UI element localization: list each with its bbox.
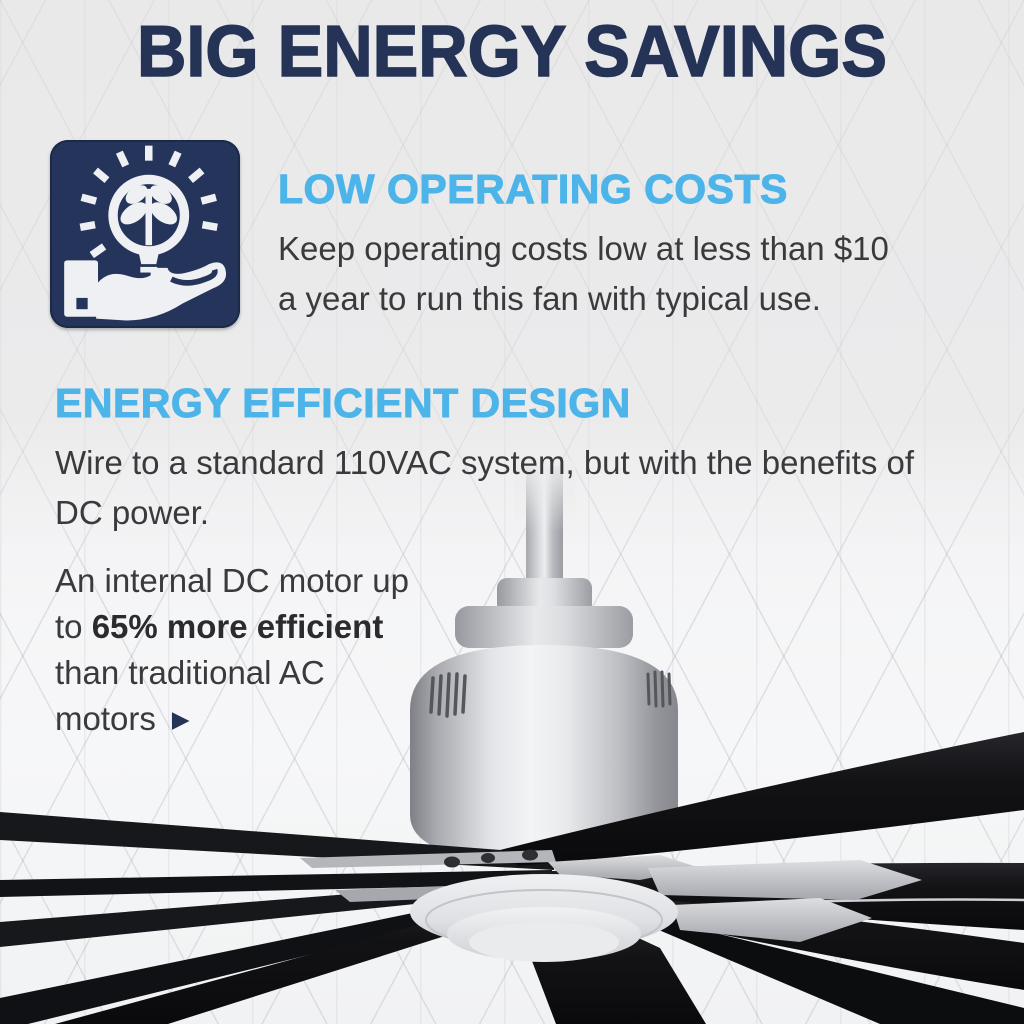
dc-motor-note: An internal DC motor up to 65% more effi… [55, 558, 409, 742]
note-text: motors [55, 700, 156, 737]
section-body: Keep operating costs low at less than $1… [278, 224, 889, 324]
body-line: Keep operating costs low at less than $1… [278, 230, 889, 268]
page-title: BIG ENERGY SAVINGS [136, 12, 888, 92]
section-low-operating-costs: LOW OPERATING COSTS Keep operating costs… [278, 166, 889, 324]
note-line: than traditional AC [55, 654, 325, 691]
body-line: Wire to a standard 110VAC system, but wi… [55, 444, 915, 482]
hand-holding-eco-lightbulb-icon [64, 145, 227, 321]
body-line: DC power. [55, 494, 210, 532]
body-line: a year to run this fan with typical use. [278, 280, 821, 318]
note-line: to 65% more efficient [55, 604, 409, 650]
note-line: motors ▶ [55, 696, 409, 742]
section-heading-low-operating-costs: LOW OPERATING COSTS [278, 166, 788, 212]
ceiling-fan-image [0, 460, 1024, 1024]
section-energy-efficient-design: ENERGY EFFICIENT DESIGN Wire to a standa… [54, 380, 914, 538]
section-heading-energy-efficient-design: ENERGY EFFICIENT DESIGN [54, 380, 631, 426]
energy-savings-icon [50, 140, 240, 328]
note-line: An internal DC motor up [55, 562, 409, 599]
section-body: Wire to a standard 110VAC system, but wi… [55, 438, 914, 538]
play-arrow-icon: ▶ [171, 706, 190, 732]
note-bold-text: 65% more efficient [91, 608, 384, 645]
note-text: to [55, 608, 92, 645]
